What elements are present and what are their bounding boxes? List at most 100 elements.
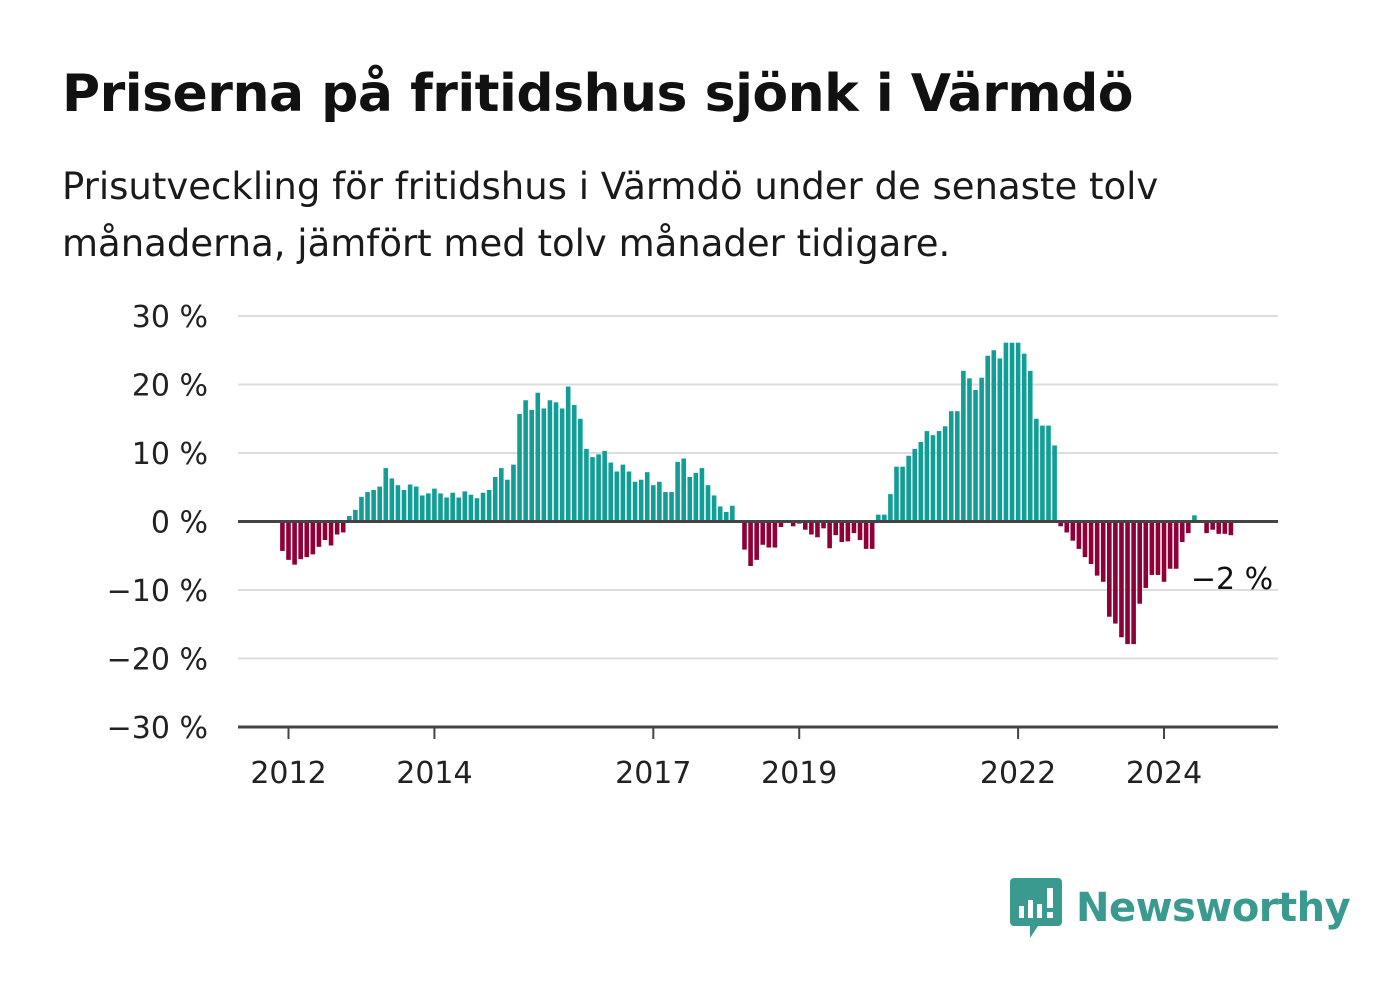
bar [304,521,310,558]
bar [1161,521,1167,582]
bar [353,509,358,522]
bar [869,521,875,549]
bar [809,521,814,535]
x-tick-label: 2022 [980,756,1056,791]
bar-chart-speech-bubble-icon [1010,878,1062,938]
bar [359,496,364,522]
bar [523,400,528,522]
bar [906,455,911,522]
bar [730,505,735,522]
bar [468,494,474,522]
bar [1228,521,1234,536]
bar [1015,342,1021,522]
bar [693,472,699,522]
bar [748,521,753,567]
bar [395,485,401,522]
bar [450,492,455,522]
bar [632,481,638,522]
bar [553,402,559,522]
bar [316,521,322,547]
bar [280,521,285,551]
bar [377,486,382,522]
brand-name: Newsworthy [1076,885,1351,931]
bar [657,481,662,522]
bar [967,378,972,522]
bar [347,516,352,522]
chart-subtitle: Prisutveckling för fritidshus i Värmdö u… [62,165,1159,265]
bar [462,491,468,522]
bar [638,479,644,522]
bar [1137,521,1142,604]
bar [663,492,668,522]
bar [608,462,614,522]
bar [492,476,498,522]
bar [620,464,626,522]
bar [1210,521,1215,530]
bar [371,489,376,522]
x-tick-label: 2014 [396,756,472,791]
bar [1052,445,1057,522]
bar [1222,521,1228,534]
bar [955,411,960,522]
bar [839,521,845,543]
y-tick-label: −30 % [107,711,208,746]
bar [687,476,693,522]
bar [1113,521,1118,624]
bar [1216,521,1222,534]
chart-title: Priserna på fritidshus sjönk i Värmdö [62,64,1134,124]
bar [778,521,784,527]
bar [286,521,291,560]
bar [930,435,936,522]
bar [310,521,316,555]
bar [407,484,413,522]
bar [444,497,449,522]
bar [924,431,930,522]
bar [1186,521,1191,534]
bar [614,471,620,522]
bar [571,405,577,522]
bar [942,426,948,522]
bar [699,468,705,522]
bar [541,408,547,522]
bar [1009,342,1015,522]
bar [578,418,583,522]
bar [1003,342,1009,522]
bar [1046,425,1051,522]
bar [535,392,541,522]
bar [1167,521,1173,569]
bar [912,448,918,522]
x-tick-label: 2024 [1126,756,1202,791]
bars [280,342,1234,645]
bar [480,492,486,522]
bar [328,521,334,546]
bar [851,521,857,534]
x-tick-label: 2017 [615,756,691,791]
bar [1119,521,1124,638]
bar [857,521,863,540]
bar [474,498,480,522]
y-tick-label: −20 % [107,643,208,678]
bar [1179,521,1185,543]
bar [559,408,565,522]
bar [651,485,656,522]
y-tick-label: 30 % [132,300,208,335]
bar [1070,521,1076,541]
bar [456,497,462,522]
bar [790,521,796,527]
bar [705,485,711,522]
bar [997,358,1003,522]
bar [517,413,522,522]
bar [973,389,978,522]
bar [298,521,303,560]
bar [1088,521,1094,564]
bar [1192,515,1197,522]
bar [936,431,942,522]
bar [717,506,723,522]
bar [292,521,297,565]
bar [1034,418,1039,522]
x-tick-label: 2019 [761,756,837,791]
bar [760,521,766,545]
bar [511,464,516,522]
bar [711,495,717,522]
